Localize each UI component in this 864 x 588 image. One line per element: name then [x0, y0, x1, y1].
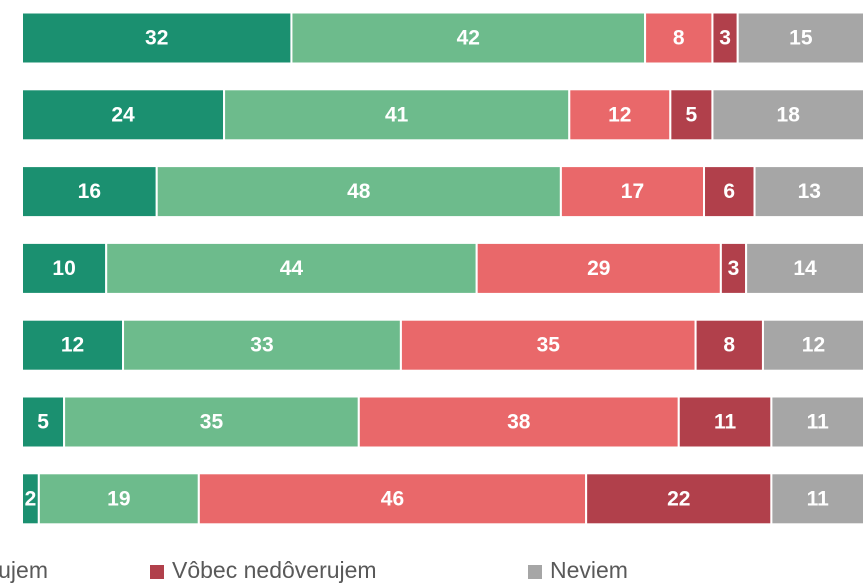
data-label: 22 — [667, 487, 690, 510]
bar-segment — [745, 241, 864, 295]
bar-segment — [475, 241, 722, 295]
data-label: 33 — [250, 334, 273, 357]
bar-segment — [644, 11, 714, 65]
data-label: 11 — [714, 411, 737, 434]
data-label: 44 — [280, 257, 304, 280]
bar-segment — [761, 318, 864, 372]
bar-segment — [63, 395, 360, 449]
bar-segment — [37, 472, 200, 526]
bar-segment — [736, 11, 864, 65]
data-label: 24 — [111, 103, 135, 126]
bar-segment — [770, 472, 864, 526]
bar-segment — [703, 165, 756, 219]
bar-segment — [711, 88, 864, 142]
data-label: 8 — [723, 334, 735, 357]
data-label: 3 — [719, 27, 731, 50]
legend-swatch — [528, 565, 542, 579]
data-label: 11 — [807, 487, 830, 510]
bar-segment — [21, 11, 293, 65]
bar-segment — [694, 318, 764, 372]
bar-segment — [585, 472, 773, 526]
legend-label: Vôbec nedôverujem — [172, 557, 377, 583]
data-label: 41 — [385, 103, 409, 126]
data-label: 35 — [537, 334, 561, 357]
legend-label: Neviem — [550, 557, 628, 583]
data-label: 12 — [61, 334, 84, 357]
data-label: 10 — [52, 257, 75, 280]
legend-swatch — [150, 565, 164, 579]
bar-segment — [122, 318, 402, 372]
data-label: 11 — [807, 411, 830, 434]
data-label: 46 — [381, 487, 404, 510]
data-label: 17 — [621, 180, 644, 203]
bar-segment — [719, 241, 748, 295]
bar-segment — [290, 11, 647, 65]
data-label: 2 — [25, 487, 37, 510]
data-label: 19 — [107, 487, 130, 510]
data-label: 15 — [789, 27, 813, 50]
bar-segment — [197, 472, 588, 526]
bar-segment — [21, 165, 158, 219]
data-label: 5 — [686, 103, 698, 126]
bar-segment — [105, 241, 478, 295]
bar-segment — [753, 165, 864, 219]
data-label: 35 — [200, 411, 224, 434]
bar-segment — [21, 241, 108, 295]
legend-label: ujem — [0, 557, 48, 583]
data-label: 5 — [37, 411, 49, 434]
data-label: 6 — [723, 180, 735, 203]
data-label: 32 — [145, 27, 168, 50]
data-label: 16 — [78, 180, 101, 203]
data-label: 42 — [457, 27, 480, 50]
bar-segment — [21, 318, 125, 372]
data-label: 38 — [507, 411, 531, 434]
bar-segment — [770, 395, 864, 449]
bar-segment — [559, 165, 706, 219]
data-label: 12 — [608, 103, 631, 126]
data-label: 48 — [347, 180, 371, 203]
data-label: 13 — [798, 180, 821, 203]
data-label: 18 — [777, 103, 801, 126]
data-label: 29 — [587, 257, 610, 280]
data-label: 8 — [673, 27, 685, 50]
bar-segment — [223, 88, 571, 142]
bar-segment — [677, 395, 773, 449]
data-label: 14 — [793, 257, 817, 280]
data-label: 3 — [728, 257, 740, 280]
data-label: 12 — [802, 334, 825, 357]
